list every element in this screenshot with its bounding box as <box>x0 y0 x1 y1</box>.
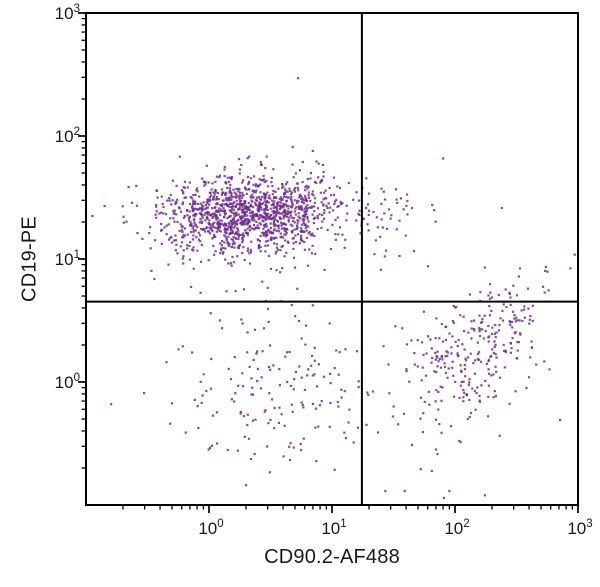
y-axis-title: CD19-PE <box>18 216 41 302</box>
axis-box <box>85 12 579 506</box>
tick-labels: 100 101 102 103 100 101 102 103 <box>55 3 593 538</box>
x-axis-title: CD90.2-AF488 <box>264 546 400 568</box>
quadrant-lines <box>86 13 578 505</box>
y-tick-label: 100 <box>55 372 80 392</box>
x-tick-label: 102 <box>444 518 469 538</box>
x-tick-label: 103 <box>567 518 592 538</box>
y-tick-label: 101 <box>55 249 80 269</box>
x-tick-label: 100 <box>198 518 223 538</box>
axis-ticks <box>78 12 579 513</box>
y-tick-label: 103 <box>55 3 80 23</box>
scatter-points <box>91 77 576 499</box>
x-tick-label: 101 <box>321 518 346 538</box>
y-tick-label: 102 <box>55 126 80 146</box>
